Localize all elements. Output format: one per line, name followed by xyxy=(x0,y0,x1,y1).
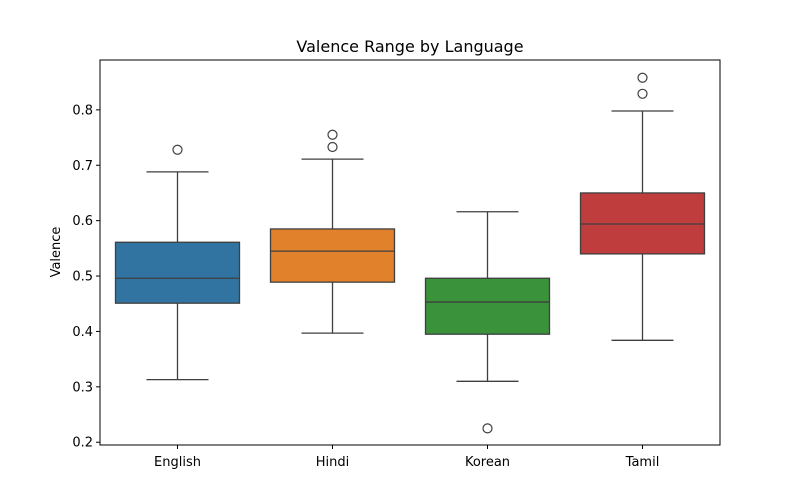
x-axis: English Hindi Korean Tamil xyxy=(154,445,659,470)
chart-title: Valence Range by Language xyxy=(296,37,523,56)
x-tick-label: Hindi xyxy=(316,455,350,470)
iqr-box xyxy=(424,277,551,335)
box-tamil xyxy=(579,72,706,341)
outlier-point xyxy=(327,129,338,140)
y-tick-label: 0.5 xyxy=(72,270,93,285)
iqr-box xyxy=(114,241,241,304)
x-tick-label: English xyxy=(154,455,201,470)
outlier-point xyxy=(482,423,493,434)
plot-frame xyxy=(99,59,721,446)
y-tick-label: 0.4 xyxy=(72,325,93,340)
boxes xyxy=(114,72,706,434)
outlier-point xyxy=(637,88,648,99)
outlier-point xyxy=(637,72,648,83)
y-tick-label: 0.6 xyxy=(72,214,93,229)
y-tick-label: 0.3 xyxy=(72,380,93,395)
y-tick-label: 0.2 xyxy=(72,436,93,451)
outlier-point xyxy=(327,141,338,153)
box-english xyxy=(114,144,241,381)
x-tick-label: Korean xyxy=(465,455,510,470)
x-tick-label: Tamil xyxy=(625,455,660,470)
y-axis: 0.2 0.3 0.4 0.5 0.6 0.7 0.8 xyxy=(72,103,100,451)
outlier-point xyxy=(172,144,183,155)
y-tick-label: 0.8 xyxy=(72,103,93,118)
y-tick-label: 0.7 xyxy=(72,159,93,174)
y-axis-label: Valence xyxy=(49,227,64,278)
iqr-box xyxy=(269,228,396,283)
box-korean xyxy=(424,211,551,434)
box-hindi xyxy=(269,129,396,334)
